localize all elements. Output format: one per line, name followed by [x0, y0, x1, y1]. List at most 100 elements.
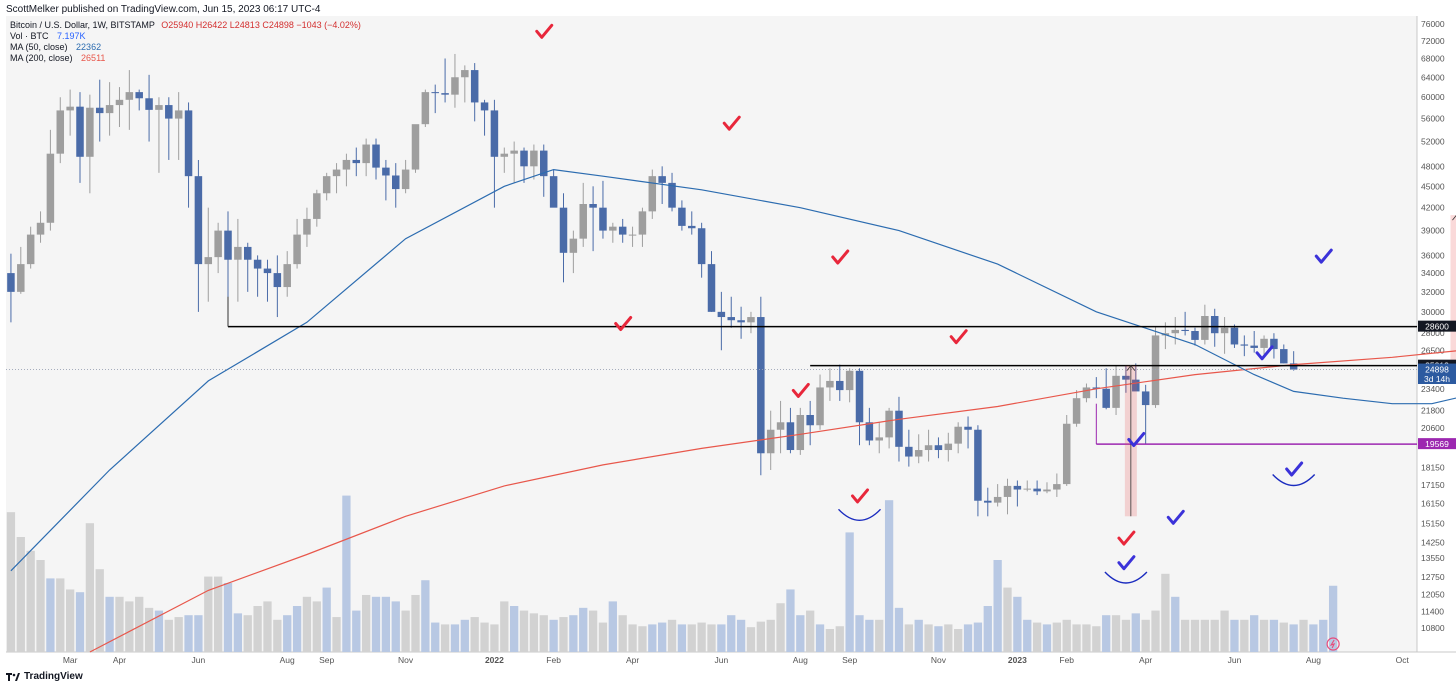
candle: [628, 226, 637, 247]
price-axis-label: 19569: [1418, 438, 1456, 450]
lightning-icon: [1329, 639, 1336, 649]
candle-body: [776, 422, 785, 430]
candle: [56, 97, 65, 164]
volume-bar: [480, 622, 489, 652]
volume-bar: [904, 624, 913, 652]
volume-bar: [667, 619, 677, 652]
candle-body: [520, 150, 528, 167]
candle: [520, 147, 528, 183]
candle: [1270, 333, 1278, 359]
volume-bar: [75, 592, 85, 652]
volume-bar: [1131, 613, 1140, 652]
candle-body: [322, 176, 331, 194]
bottom-arc-icon: [838, 508, 882, 522]
volume-bar: [500, 601, 509, 652]
volume-bar: [450, 624, 460, 652]
volume-bar: [973, 622, 983, 652]
volume-bar: [322, 587, 331, 652]
candle: [303, 207, 311, 247]
candle-body: [993, 496, 1002, 503]
candle: [549, 169, 558, 208]
candle: [599, 180, 607, 239]
candle: [204, 207, 213, 302]
candle-body: [964, 426, 972, 430]
volume-bar: [1151, 610, 1160, 652]
candle-body: [372, 144, 380, 168]
candle: [579, 182, 587, 247]
candle-body: [392, 175, 400, 190]
candle: [1250, 331, 1258, 353]
candle-body: [7, 273, 15, 292]
red-check-icon: [791, 382, 810, 398]
volume-bar: [806, 610, 815, 652]
candle-body: [836, 380, 844, 391]
candle-body: [816, 387, 824, 426]
candle-body: [1023, 488, 1031, 490]
volume-bar: [65, 589, 75, 652]
volume-bar: [519, 610, 529, 652]
candle-body: [638, 211, 647, 235]
candle: [836, 364, 844, 401]
candle: [392, 163, 400, 208]
candle-body: [194, 176, 203, 265]
candle-body: [204, 257, 213, 265]
candle-body: [766, 429, 775, 454]
candle: [1023, 480, 1031, 492]
y-tick-label: 20600: [1421, 423, 1445, 433]
candle: [1141, 384, 1150, 444]
volume-bar: [184, 615, 193, 652]
volume-bar: [283, 615, 292, 652]
ma50-line: [10, 168, 1456, 572]
x-tick-label: Sep: [319, 655, 334, 665]
bottom-arc-icon: [1272, 474, 1316, 487]
volume-bar: [233, 613, 243, 652]
footer-brand-text: TradingView: [24, 671, 83, 682]
candle-body: [924, 445, 933, 451]
volume-bar: [648, 624, 657, 652]
volume-bar: [421, 580, 430, 652]
candle-body: [451, 77, 459, 95]
volume-bar: [154, 610, 164, 652]
candle-body: [184, 110, 193, 177]
candle: [1013, 480, 1022, 507]
volume-bar: [460, 619, 469, 652]
candle: [993, 484, 1002, 507]
candle-body: [609, 226, 617, 231]
volume-bar: [697, 622, 706, 652]
y-tick-label: 28000: [1421, 328, 1445, 338]
candle-body: [796, 414, 805, 451]
candle-body: [332, 169, 341, 177]
candle-body: [737, 320, 745, 323]
volume-bar: [914, 619, 923, 652]
price-chart[interactable]: 10800 11400 12050 12750 13550 14250 15150 16150…: [0, 0, 1456, 668]
candle-body: [490, 110, 499, 157]
volume-bar: [440, 624, 450, 652]
volume-bar: [223, 583, 233, 652]
volume-bar: [549, 619, 558, 652]
candle: [559, 193, 568, 283]
y-tick-label: 64000: [1421, 72, 1445, 82]
volume-bar: [1319, 619, 1328, 652]
candle-body: [461, 70, 469, 78]
candle: [964, 416, 972, 449]
candle-body: [1132, 379, 1140, 392]
volume-bar: [292, 606, 302, 652]
candle: [589, 186, 597, 252]
candle-body: [757, 317, 765, 454]
volume-bar: [1062, 619, 1071, 652]
volume-bar: [470, 617, 479, 652]
x-tick-label: Apr: [113, 655, 126, 665]
candle: [1102, 368, 1110, 410]
candle-body: [234, 246, 242, 260]
candle-body: [589, 204, 597, 208]
y-tick-label: 16150: [1421, 499, 1445, 509]
candle: [895, 396, 903, 462]
candle: [372, 138, 380, 180]
y-tick-label: 72000: [1421, 36, 1445, 46]
candle-body: [510, 150, 518, 154]
y-tick-label: 12750: [1421, 572, 1445, 582]
volume-bar: [302, 596, 312, 652]
volume-bar: [1190, 619, 1200, 652]
candle: [1210, 308, 1219, 347]
candle: [865, 407, 874, 446]
